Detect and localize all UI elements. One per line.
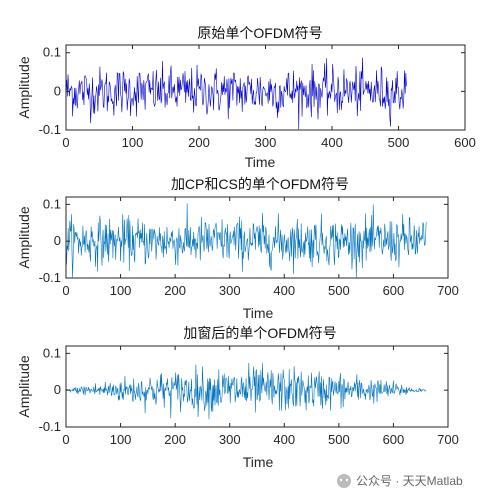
x-tick-label: 700 [437,432,459,447]
x-axis-label: Time [243,454,274,470]
chart-title: 原始单个OFDM符号 [197,25,322,41]
x-tick-label: 100 [122,135,144,150]
x-axis-label: Time [245,154,276,170]
y-tick-label: 0.1 [43,45,61,60]
x-tick-label: 100 [110,432,132,447]
x-tick-label: 300 [219,432,241,447]
x-tick-label: 400 [273,432,295,447]
x-tick-label: 200 [188,135,210,150]
y-tick-label: -0.1 [39,122,61,137]
y-axis-label: Amplitude [16,206,32,268]
wechat-icon-eye [339,478,343,482]
y-tick-label: 0 [54,233,61,248]
chart-title: 加窗后的单个OFDM符号 [183,325,336,341]
x-axis-label: Time [243,305,274,321]
wechat-icon [337,474,351,488]
x-tick-label: 200 [164,432,186,447]
series-line [65,203,427,278]
y-axis-label: Amplitude [16,355,32,417]
y-tick-label: -0.1 [39,270,61,285]
x-tick-label: 600 [454,135,476,150]
y-tick-label: -0.1 [39,419,61,434]
chart-title: 加CP和CS的单个OFDM符号 [171,176,349,192]
series-line [65,57,407,130]
x-tick-label: 0 [62,283,69,298]
y-tick-label: 0 [54,382,61,397]
axes-box [65,345,449,428]
x-tick-label: 600 [383,283,405,298]
x-tick-label: 300 [255,135,277,150]
x-tick-label: 400 [273,283,295,298]
y-tick-label: 0.1 [43,196,61,211]
wechat-icon-eye [345,478,349,482]
x-tick-label: 0 [62,135,69,150]
x-tick-label: 200 [164,283,186,298]
x-tick-label: 500 [388,135,410,150]
series-line [65,363,427,420]
y-tick-label: 0.1 [43,345,61,360]
axes-box [65,196,449,279]
y-axis-label: Amplitude [16,56,32,118]
watermark-text: 公众号 · 天天Matlab [356,474,463,488]
x-tick-label: 0 [62,432,69,447]
x-tick-label: 500 [328,432,350,447]
x-tick-label: 300 [219,283,241,298]
x-tick-label: 600 [383,432,405,447]
x-tick-label: 500 [328,283,350,298]
x-tick-label: 400 [321,135,343,150]
x-tick-label: 100 [110,283,132,298]
y-tick-label: 0 [54,83,61,98]
x-tick-label: 700 [437,283,459,298]
